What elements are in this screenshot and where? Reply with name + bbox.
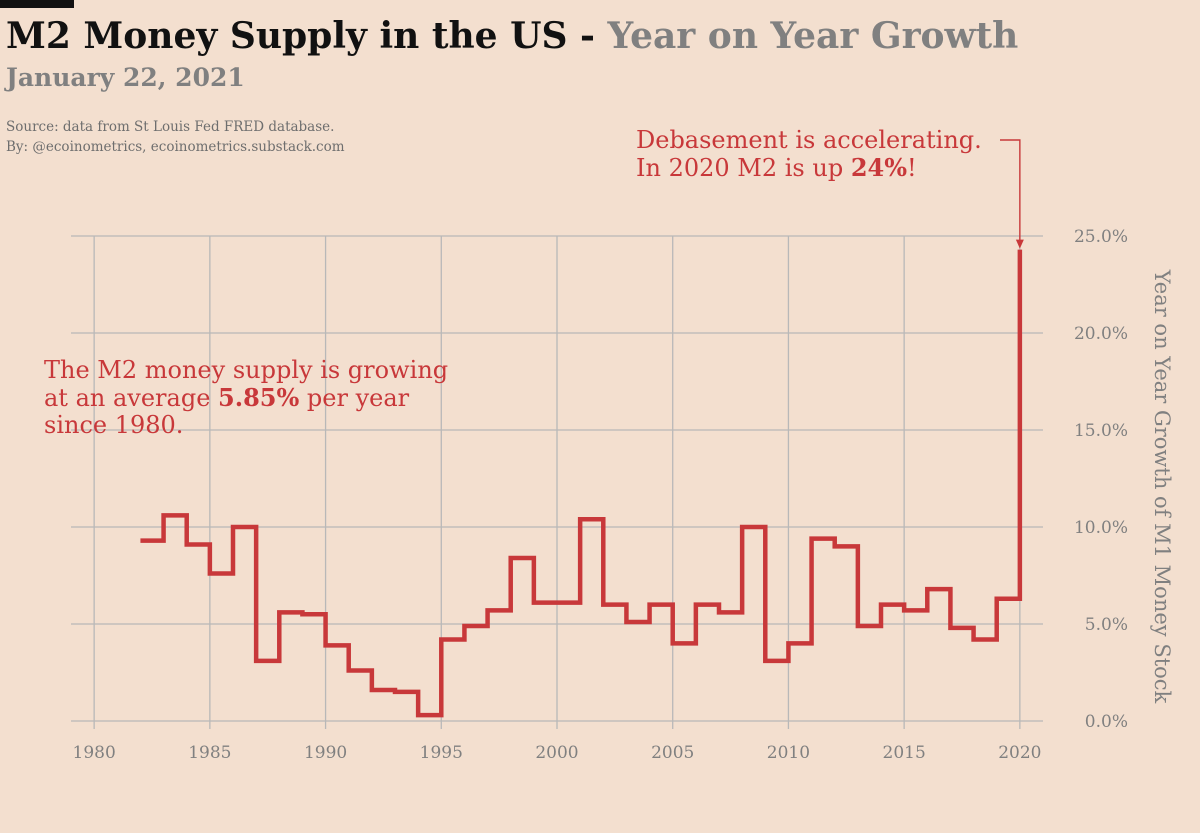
data-point — [509, 556, 513, 560]
corner-bar — [0, 0, 74, 8]
y-tick-label: 10.0% — [1074, 518, 1128, 538]
chart-title: M2 Money Supply in the US - Year on Year… — [6, 14, 1018, 58]
data-point — [786, 641, 790, 645]
x-tick-label: 2000 — [535, 743, 578, 763]
data-point — [462, 624, 466, 628]
data-point — [555, 600, 559, 604]
y-axis-label: Year on Year Growth of M1 Money Stock — [1150, 269, 1174, 704]
y-tick-label: 5.0% — [1085, 615, 1128, 635]
y-tick-label: 20.0% — [1074, 324, 1128, 344]
data-point — [601, 602, 605, 606]
average-annotation-line2: at an average 5.85% per year — [44, 384, 448, 412]
header: M2 Money Supply in the US - Year on Year… — [6, 14, 1018, 94]
axis-layer: 0.0% 5.0% 10.0% 15.0% 20.0% 25.0% 1980 1985 1990… — [73, 227, 1174, 763]
data-point — [647, 602, 651, 606]
data-point — [879, 602, 883, 606]
data-point — [323, 643, 327, 647]
source-line: Source: data from St Louis Fed FRED data… — [6, 119, 335, 135]
latest-annotation-line2: In 2020 M2 is up 24%! — [636, 154, 982, 182]
series-layer — [138, 249, 1023, 718]
data-point — [254, 659, 258, 663]
data-point — [833, 544, 837, 548]
data-point — [856, 624, 860, 628]
chart-date: January 22, 2021 — [6, 63, 245, 92]
average-annotation-line3: since 1980. — [44, 411, 184, 439]
average-annotation: The M2 money supply is growing at an ave… — [44, 357, 448, 439]
data-point — [740, 525, 744, 529]
data-point — [208, 571, 212, 575]
data-point — [347, 668, 351, 672]
data-point — [809, 536, 813, 540]
data-point — [925, 587, 929, 591]
data-point — [995, 597, 999, 601]
latest-annotation-line1: Debasement is accelerating. — [636, 126, 982, 154]
x-tick-label: 2015 — [883, 743, 926, 763]
x-tick-label: 2010 — [767, 743, 810, 763]
data-point — [578, 517, 582, 521]
y-tick-label: 0.0% — [1085, 712, 1128, 732]
latest-annotation-line2-pre: In 2020 M2 is up — [636, 154, 851, 182]
title-subtitle: Year on Year Growth — [607, 15, 1019, 57]
title-main: M2 Money Supply in the US - — [6, 15, 608, 57]
data-point — [485, 608, 489, 612]
data-point — [948, 626, 952, 630]
data-point — [300, 612, 304, 616]
x-tick-label: 1995 — [420, 743, 463, 763]
x-tick-label: 1980 — [73, 743, 116, 763]
x-tick-label: 2005 — [651, 743, 694, 763]
average-growth-value: 5.85% — [218, 383, 300, 412]
y-tick-label: 15.0% — [1074, 421, 1128, 441]
y-tick-label: 25.0% — [1074, 227, 1128, 247]
data-point — [277, 610, 281, 614]
average-annotation-line2-post: per year — [299, 384, 410, 412]
data-point — [624, 620, 628, 624]
latest-annotation: Debasement is accelerating. In 2020 M2 i… — [636, 127, 982, 182]
data-point — [439, 637, 443, 641]
author-line: By: @ecoinometrics, ecoinometrics.substa… — [6, 139, 345, 155]
data-point — [763, 659, 767, 663]
data-point — [902, 608, 906, 612]
data-point — [671, 641, 675, 645]
source-note: Source: data from St Louis Fed FRED data… — [6, 117, 345, 157]
latest-annotation-line2-post: ! — [907, 154, 917, 182]
average-annotation-line1: The M2 money supply is growing — [44, 356, 449, 384]
data-point — [185, 542, 189, 546]
x-tick-label: 1985 — [188, 743, 231, 763]
latest-growth-value: 24% — [850, 153, 908, 182]
annotation-arrow-line — [1000, 139, 1021, 244]
data-point — [532, 600, 536, 604]
average-annotation-line2-pre: at an average — [44, 384, 219, 412]
data-point — [161, 513, 165, 517]
data-point — [370, 688, 374, 692]
grid-layer — [71, 235, 1043, 729]
m2-growth-series-line — [140, 249, 1023, 718]
x-tick-label: 2020 — [998, 743, 1041, 763]
data-point — [694, 602, 698, 606]
data-point — [717, 610, 721, 614]
arrow-layer — [1000, 139, 1024, 249]
data-point — [416, 713, 420, 717]
data-point — [231, 525, 235, 529]
data-point — [138, 538, 142, 542]
data-point — [971, 637, 975, 641]
data-point — [393, 690, 397, 694]
annotation-arrow-head — [1015, 239, 1024, 249]
x-tick-label: 1990 — [304, 743, 347, 763]
